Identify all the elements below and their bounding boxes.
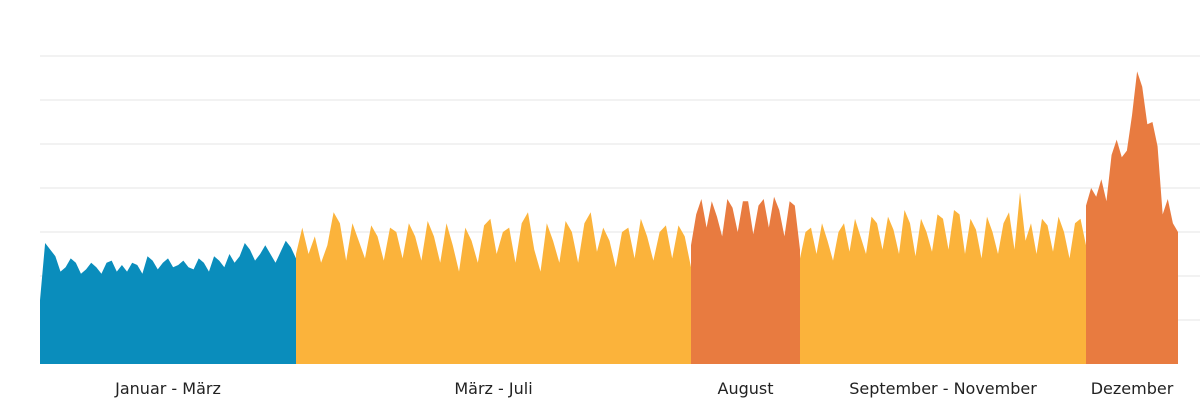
series-areas [40,71,1178,365]
period-label-4: September - November [849,379,1037,398]
period-label-5: Dezember [1091,379,1174,398]
period-label-2: März - Juli [454,379,532,398]
period-label-3: August [718,379,774,398]
period-label-1: Januar - März [114,379,221,398]
area-segment-5 [1086,71,1178,365]
area-segment-4 [800,192,1086,364]
area-segment-2 [296,212,691,364]
area-segment-3 [691,196,800,364]
area-segment-1 [40,240,296,364]
period-labels: Januar - März März - Juli August September … [114,379,1174,398]
